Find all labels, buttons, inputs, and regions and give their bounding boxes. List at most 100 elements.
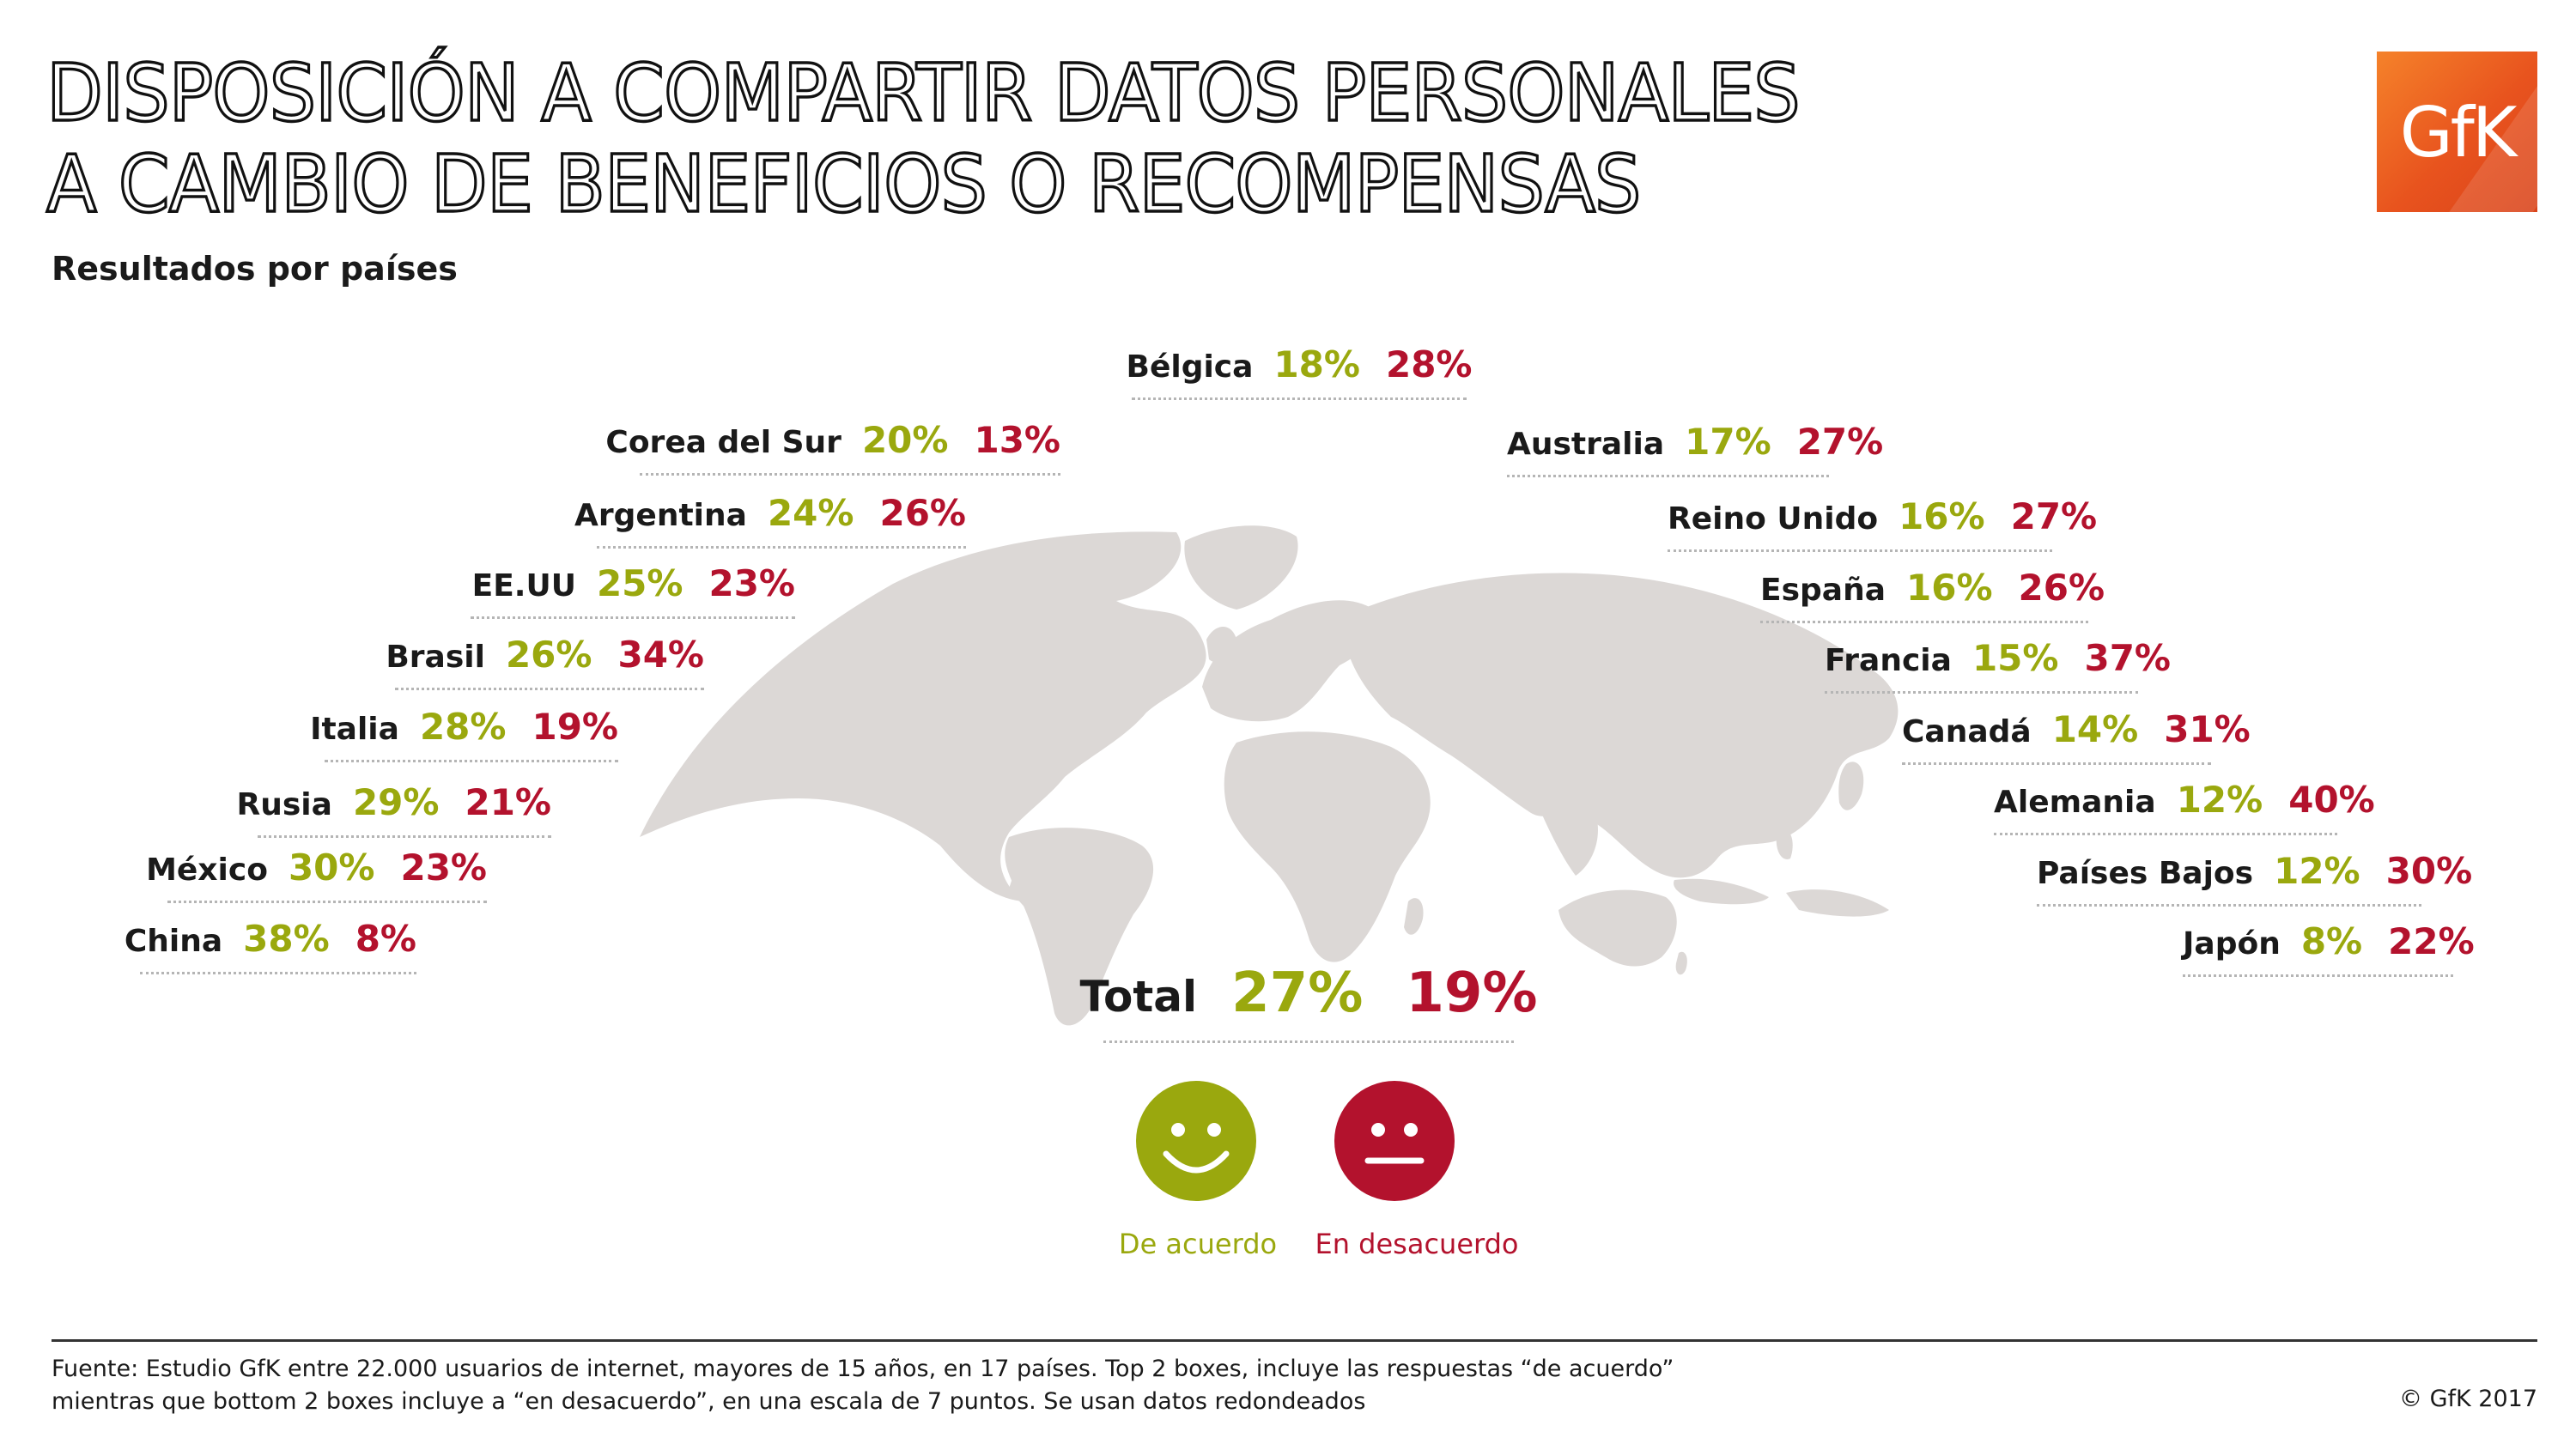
disagree-value: 27%: [1796, 421, 1884, 463]
agree-value: 12%: [2176, 779, 2263, 821]
agree-value: 16%: [1899, 495, 1985, 537]
country-row-francia: Francia 15% 37%: [1825, 637, 2171, 694]
total-agree-value: 27%: [1231, 962, 1364, 1025]
map-australia: [1558, 889, 1677, 967]
country-row-belgica: Bélgica 18% 28%: [1127, 343, 1473, 400]
country-name: China: [124, 924, 223, 959]
agree-value: 17%: [1685, 421, 1771, 463]
source-note: Fuente: Estudio GfK entre 22.000 usuario…: [52, 1353, 2026, 1418]
country-row-china: China 38% 8%: [125, 918, 416, 974]
map-europe: [1202, 600, 1380, 722]
country-name: México: [146, 852, 268, 888]
agree-value: 38%: [243, 918, 330, 960]
map-philippines: [1776, 828, 1793, 859]
gfk-logo: GfK: [2377, 52, 2537, 212]
country-name: Australia: [1507, 427, 1665, 462]
country-name: Argentina: [574, 498, 747, 533]
country-name: Rusia: [236, 787, 332, 822]
neutral-face-icon: [1334, 1081, 1455, 1201]
map-new-zealand: [1675, 951, 1687, 975]
country-name: Reino Unido: [1668, 501, 1879, 537]
disagree-value: 28%: [1385, 343, 1473, 385]
disagree-value: 34%: [617, 634, 704, 676]
map-indonesia: [1674, 878, 1769, 905]
map-south-america: [1005, 828, 1154, 1026]
agree-value: 12%: [2274, 850, 2360, 892]
agree-value: 30%: [288, 846, 375, 889]
country-name: Francia: [1825, 643, 1952, 678]
map-japan: [1838, 761, 1864, 810]
total-label: Total: [1079, 972, 1198, 1022]
total-disagree-value: 19%: [1406, 962, 1538, 1025]
agree-value: 8%: [2300, 920, 2363, 962]
country-name: Corea del Sur: [605, 425, 841, 460]
map-madagascar: [1404, 898, 1424, 935]
disagree-value: 26%: [2018, 567, 2105, 609]
disagree-value: 19%: [532, 706, 618, 748]
country-row-alemania: Alemania 12% 40%: [1994, 779, 2375, 835]
agree-value: 14%: [2051, 708, 2139, 750]
country-name: EE.UU: [471, 568, 576, 604]
disagree-value: 26%: [879, 492, 966, 534]
country-row-espana: España 16% 26%: [1760, 567, 2105, 623]
country-row-brasil: Brasil 26% 34%: [386, 634, 704, 690]
country-row-canada: Canadá 14% 31%: [1902, 708, 2251, 765]
country-row-paises-bajos: Países Bajos 12% 30%: [2037, 850, 2472, 907]
country-row-australia: Australia 17% 27%: [1507, 421, 1883, 477]
page-title-line-1: DISPOSICIÓN A COMPARTIR DATOS PERSONALES: [45, 46, 1801, 140]
map-asia: [1340, 573, 1899, 878]
footer-divider: [52, 1339, 2537, 1342]
country-row-rusia: Rusia 29% 21%: [237, 781, 551, 838]
map-uk: [1206, 627, 1236, 664]
disagree-value: 13%: [974, 419, 1060, 461]
agree-value: 15%: [1971, 637, 2059, 679]
country-row-reino-unido: Reino Unido 16% 27%: [1668, 495, 2097, 552]
agree-value: 26%: [505, 634, 592, 676]
map-north-america: [640, 531, 1206, 901]
country-row-mexico: México 30% 23%: [146, 846, 487, 903]
country-row-japon: Japón 8% 22%: [2183, 920, 2475, 977]
agree-value: 29%: [352, 781, 440, 823]
disagree-value: 40%: [2288, 779, 2375, 821]
disagree-value: 30%: [2385, 850, 2473, 892]
legend-agree-label: De acuerdo: [1118, 1228, 1278, 1260]
agree-value: 25%: [596, 562, 683, 604]
agree-value: 24%: [767, 492, 854, 534]
source-note-line-2: mientras que bottom 2 boxes incluye a “e…: [52, 1388, 1366, 1415]
agree-value: 28%: [419, 706, 507, 748]
disagree-value: 23%: [400, 846, 487, 889]
agree-value: 16%: [1906, 567, 1993, 609]
map-africa: [1224, 731, 1431, 962]
map-greenland: [1184, 525, 1298, 610]
country-name: España: [1760, 573, 1886, 608]
page-title: DISPOSICIÓN A COMPARTIR DATOS PERSONALES…: [45, 46, 1801, 231]
total-row: Total 27% 19%: [1080, 962, 1538, 1043]
disagree-value: 31%: [2164, 708, 2251, 750]
country-row-ee-uu: EE.UU 25% 23%: [471, 562, 795, 619]
legend-disagree-label: En desacuerdo: [1315, 1228, 1519, 1260]
disagree-value: 8%: [355, 918, 416, 960]
map-new-guinea: [1786, 889, 1889, 917]
country-name: Bélgica: [1126, 349, 1254, 385]
country-row-argentina: Argentina 24% 26%: [574, 492, 966, 549]
country-row-corea-del-sur: Corea del Sur 20% 13%: [605, 419, 1060, 476]
page-title-line-2: A CAMBIO DE BENEFICIOS O RECOMPENSAS: [45, 137, 1643, 231]
subtitle: Resultados por países: [52, 250, 458, 288]
disagree-value: 22%: [2388, 920, 2475, 962]
map-india: [1537, 773, 1598, 876]
happy-face-icon: [1136, 1081, 1256, 1201]
agree-value: 20%: [861, 419, 949, 461]
country-name: Italia: [310, 712, 399, 747]
source-note-line-1: Fuente: Estudio GfK entre 22.000 usuario…: [52, 1356, 1674, 1382]
country-name: Brasil: [386, 640, 485, 675]
disagree-value: 37%: [2084, 637, 2171, 679]
copyright: © GfK 2017: [2398, 1386, 2537, 1412]
disagree-value: 21%: [465, 781, 551, 823]
country-name: Alemania: [1994, 785, 2156, 820]
country-name: Países Bajos: [2037, 856, 2254, 891]
country-name: Canadá: [1902, 714, 2032, 749]
disagree-value: 27%: [2010, 495, 2098, 537]
country-name: Japón: [2183, 926, 2281, 962]
agree-value: 18%: [1273, 343, 1360, 385]
